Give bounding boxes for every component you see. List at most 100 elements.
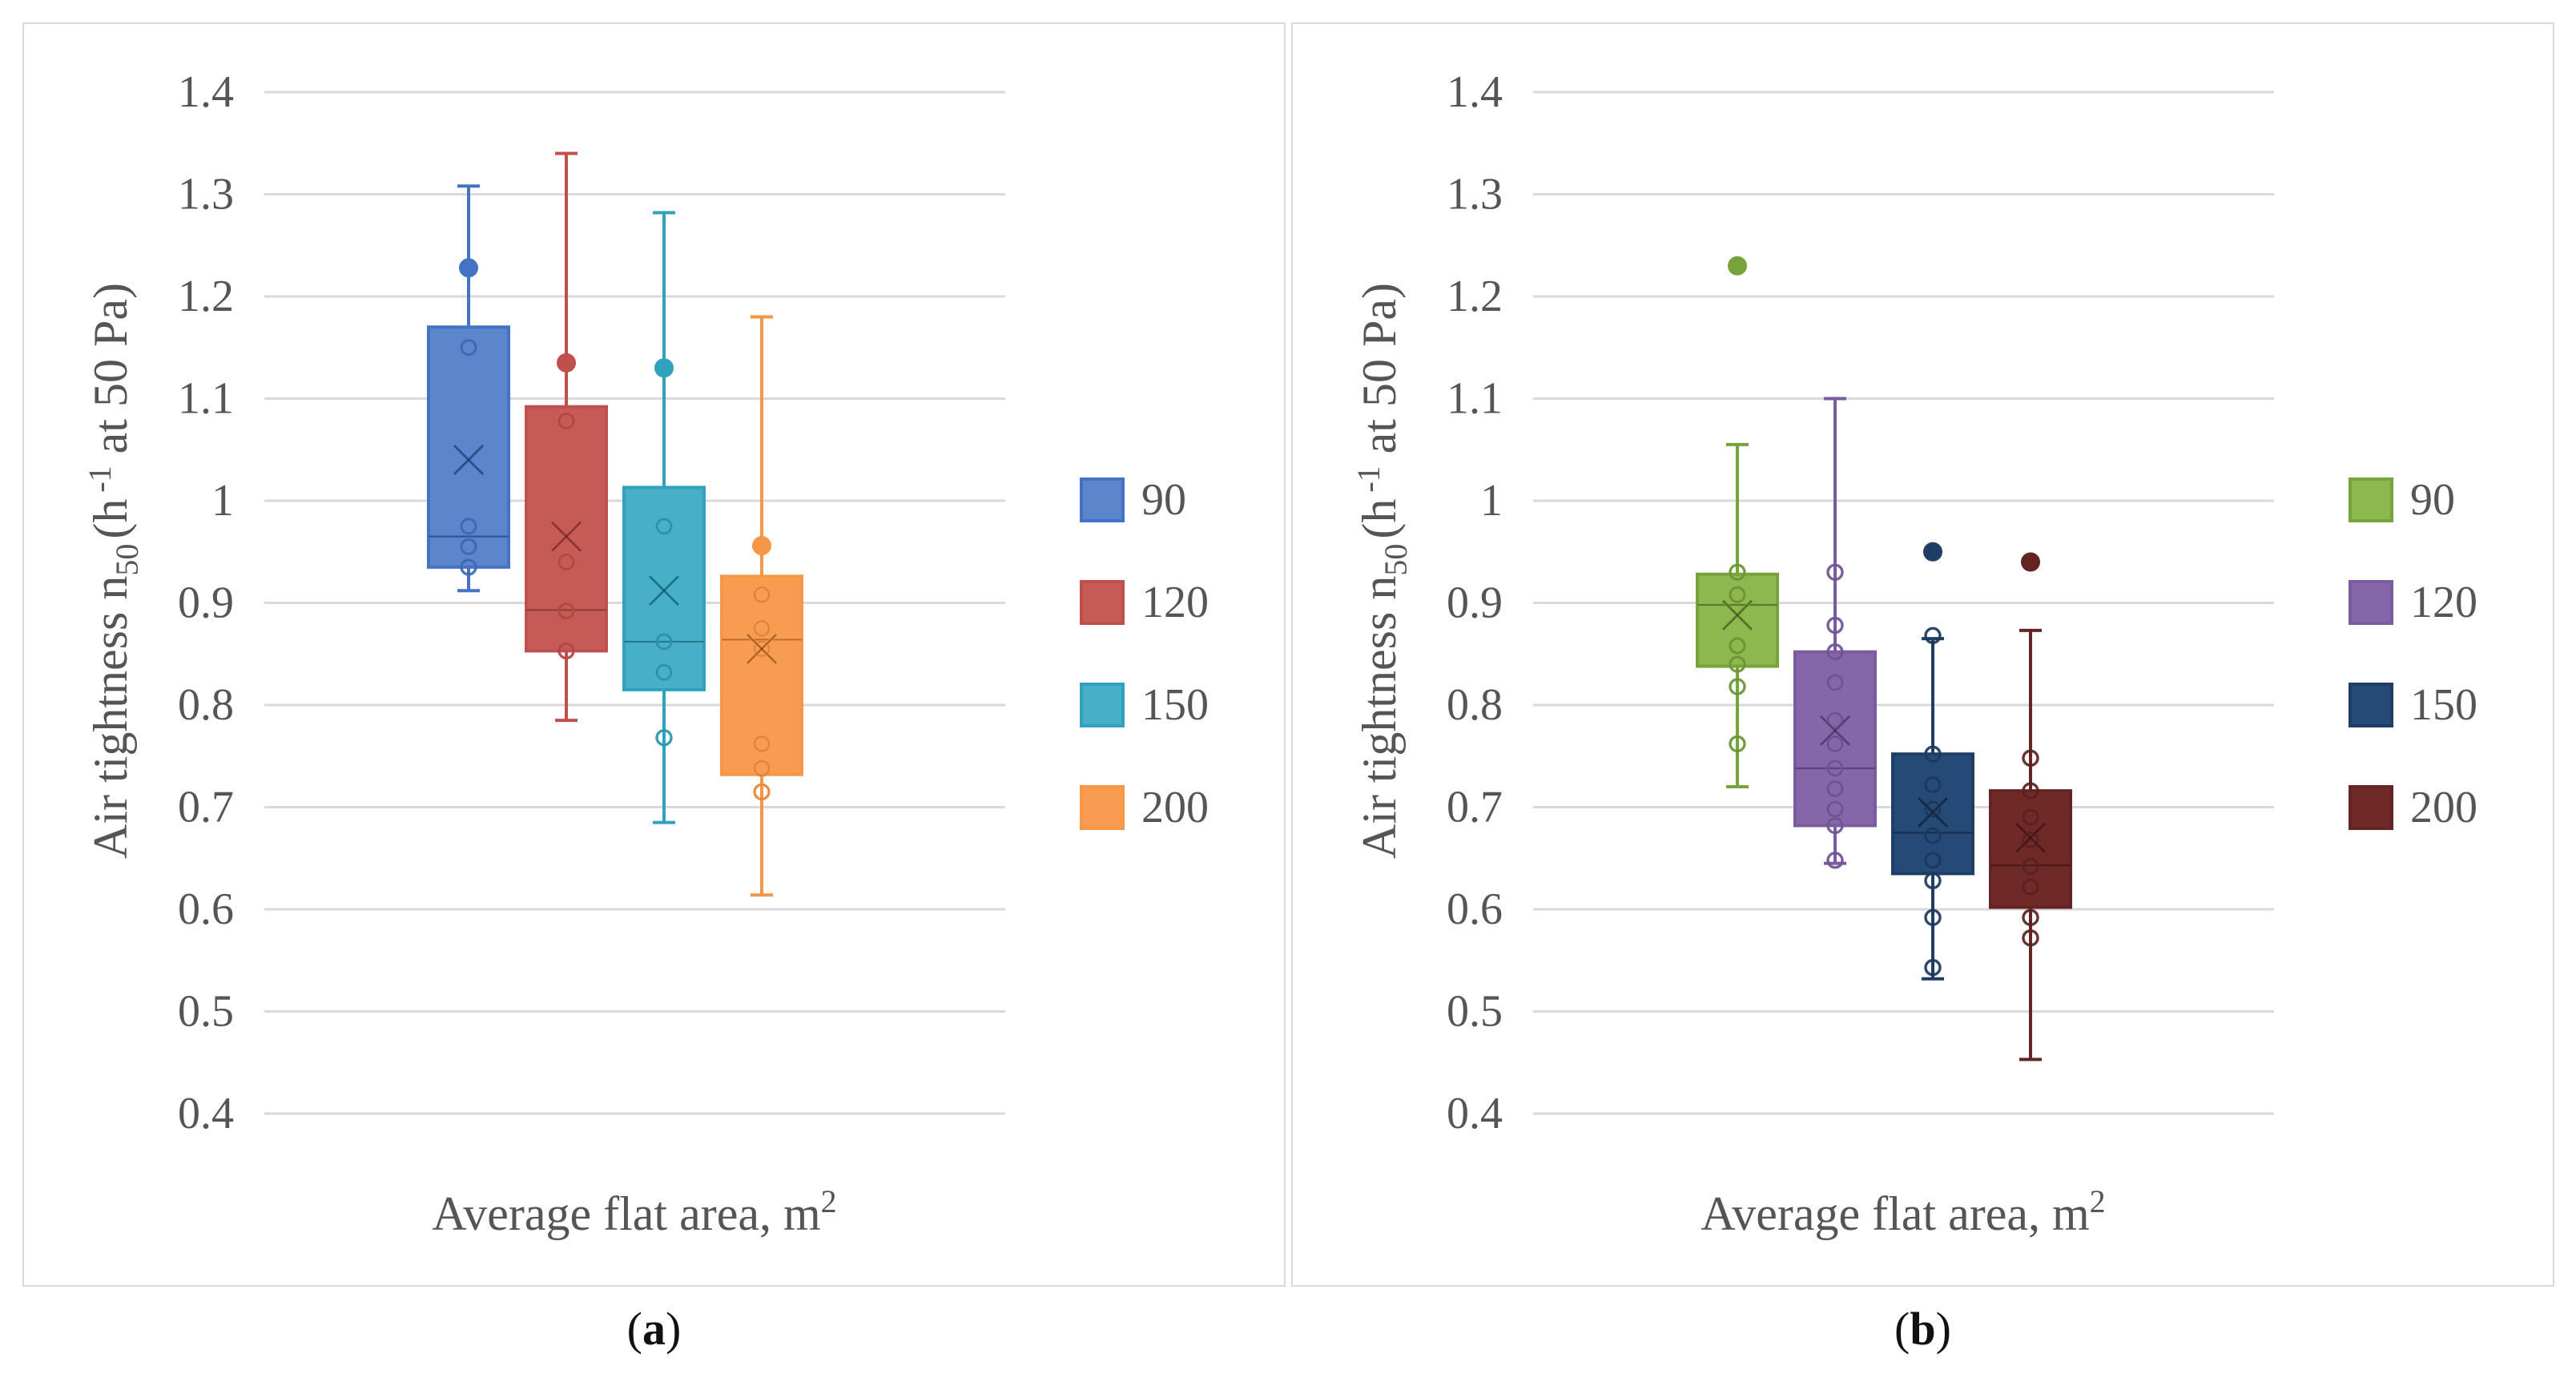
mean-marker-shade	[1918, 797, 1948, 828]
box-series-120	[525, 151, 608, 723]
data-point	[655, 518, 673, 535]
data-point-shade	[461, 340, 477, 356]
y-tick-label: 1.1	[1447, 374, 1503, 424]
data-point-shade	[1827, 712, 1843, 728]
data-point	[460, 339, 477, 357]
data-point-shade	[1925, 828, 1941, 844]
data-point-shade	[1729, 656, 1745, 672]
y-title-end: at 50 Pa)	[84, 283, 137, 465]
data-point	[1924, 872, 1942, 890]
y-tick-label: 0.8	[1447, 680, 1503, 730]
data-point-shade	[1925, 627, 1941, 644]
mean-marker-shade	[1722, 600, 1753, 631]
y-tick-label: 0.9	[178, 578, 234, 628]
data-point	[753, 640, 771, 658]
mean-marker-shade	[1722, 600, 1753, 631]
data-point	[1924, 958, 1942, 977]
data-point-shade	[558, 554, 574, 570]
data-point	[1924, 909, 1942, 926]
data-point-shade	[1827, 852, 1843, 868]
mean-marker	[2015, 822, 2047, 854]
data-point	[1729, 735, 1746, 753]
x-title-main: Average flat area, m	[432, 1187, 820, 1240]
y-tick-label: 1.1	[178, 374, 234, 424]
data-point-shade	[754, 784, 770, 800]
data-point	[1924, 827, 1942, 844]
legend-label-150: 150	[1141, 680, 1209, 730]
legend-swatch-120	[2349, 580, 2393, 625]
data-point-shade	[1827, 817, 1843, 834]
legend-label-200: 200	[1141, 783, 1209, 832]
data-point-shade	[1827, 617, 1843, 634]
data-point-shade	[461, 518, 477, 534]
y-tick-label: 1.4	[178, 67, 234, 117]
data-point-shade	[558, 602, 574, 619]
box-200	[720, 574, 803, 776]
data-point	[1826, 563, 1844, 581]
legend-swatch-150	[2349, 683, 2393, 727]
data-point-shade	[2023, 879, 2039, 895]
y-title-sub: 50	[1378, 544, 1414, 576]
high-point	[752, 536, 771, 556]
box-series-150	[622, 211, 706, 824]
y-tick-label: 0.7	[178, 783, 234, 832]
mean-marker	[1917, 796, 1949, 828]
legend-label-90: 90	[2410, 475, 2455, 525]
legend-swatch-90	[2349, 477, 2393, 522]
y-tick-label: 1.2	[1447, 272, 1503, 321]
data-point	[2022, 808, 2039, 826]
mean-marker-shade	[2015, 823, 2046, 853]
y-tick-label: 0.4	[1447, 1089, 1503, 1138]
data-point-shade	[2023, 909, 2039, 925]
legend-swatch-120	[1080, 580, 1125, 625]
y-axis-title: Air tightness n50 (h -1 at 50 Pa)	[82, 283, 145, 859]
data-point-shade	[558, 643, 574, 659]
y-tick-label: 0.6	[178, 884, 234, 934]
data-point-shade	[754, 735, 770, 752]
legend-swatch-90	[1080, 477, 1125, 522]
data-point-shade	[1827, 780, 1843, 797]
mean-marker-shade	[551, 521, 582, 552]
mean-marker	[648, 574, 680, 606]
data-point	[1924, 745, 1942, 763]
legend-label-90: 90	[1141, 475, 1186, 525]
mean-marker-shade	[747, 634, 777, 664]
data-point-shade	[656, 730, 672, 746]
box-series-150	[1891, 542, 1974, 981]
data-point	[1924, 627, 1942, 645]
mean-marker	[1819, 715, 1851, 747]
data-point	[2022, 857, 2039, 876]
caption-b: (b)	[1894, 1303, 1951, 1355]
data-point-shade	[2023, 858, 2039, 875]
data-point-shade	[1925, 801, 1941, 817]
data-point-shade	[2023, 783, 2039, 799]
box-series-90	[1696, 256, 1779, 788]
mean-marker-shade	[453, 445, 484, 475]
data-point	[1826, 735, 1844, 753]
data-point	[753, 735, 771, 753]
data-point	[460, 518, 477, 535]
mean-marker-shade	[453, 445, 484, 475]
outlier-point	[1923, 542, 1942, 562]
data-point	[1924, 776, 1942, 794]
data-point	[655, 663, 673, 681]
data-point-shade	[656, 664, 672, 680]
mean-marker-shade	[649, 575, 679, 606]
data-point-shade	[1925, 909, 1941, 925]
box-plot-a: 0.4 0.5 0.6 0.7 0.8 0.9 1 1.1 1.2 1.3 1.4 Air tight…	[82, 67, 1209, 1240]
x-axis-title: Average flat area, m2	[432, 1183, 836, 1240]
legend-label-150: 150	[2410, 680, 2477, 730]
y-tick-label: 1.2	[178, 272, 234, 321]
high-point	[557, 353, 576, 373]
y-tick-label: 0.8	[178, 680, 234, 730]
legend-label-120: 120	[2410, 578, 2477, 627]
mean-marker	[550, 521, 582, 553]
y-tick-label: 0.7	[1447, 783, 1503, 832]
data-point	[655, 633, 673, 651]
mean-marker-shade	[747, 634, 777, 664]
mean-marker	[746, 633, 778, 665]
high-point	[459, 258, 478, 278]
y-title-sup: -1	[1350, 465, 1387, 492]
y-title-main: Air tightness n	[84, 576, 137, 859]
data-point	[1826, 780, 1844, 798]
